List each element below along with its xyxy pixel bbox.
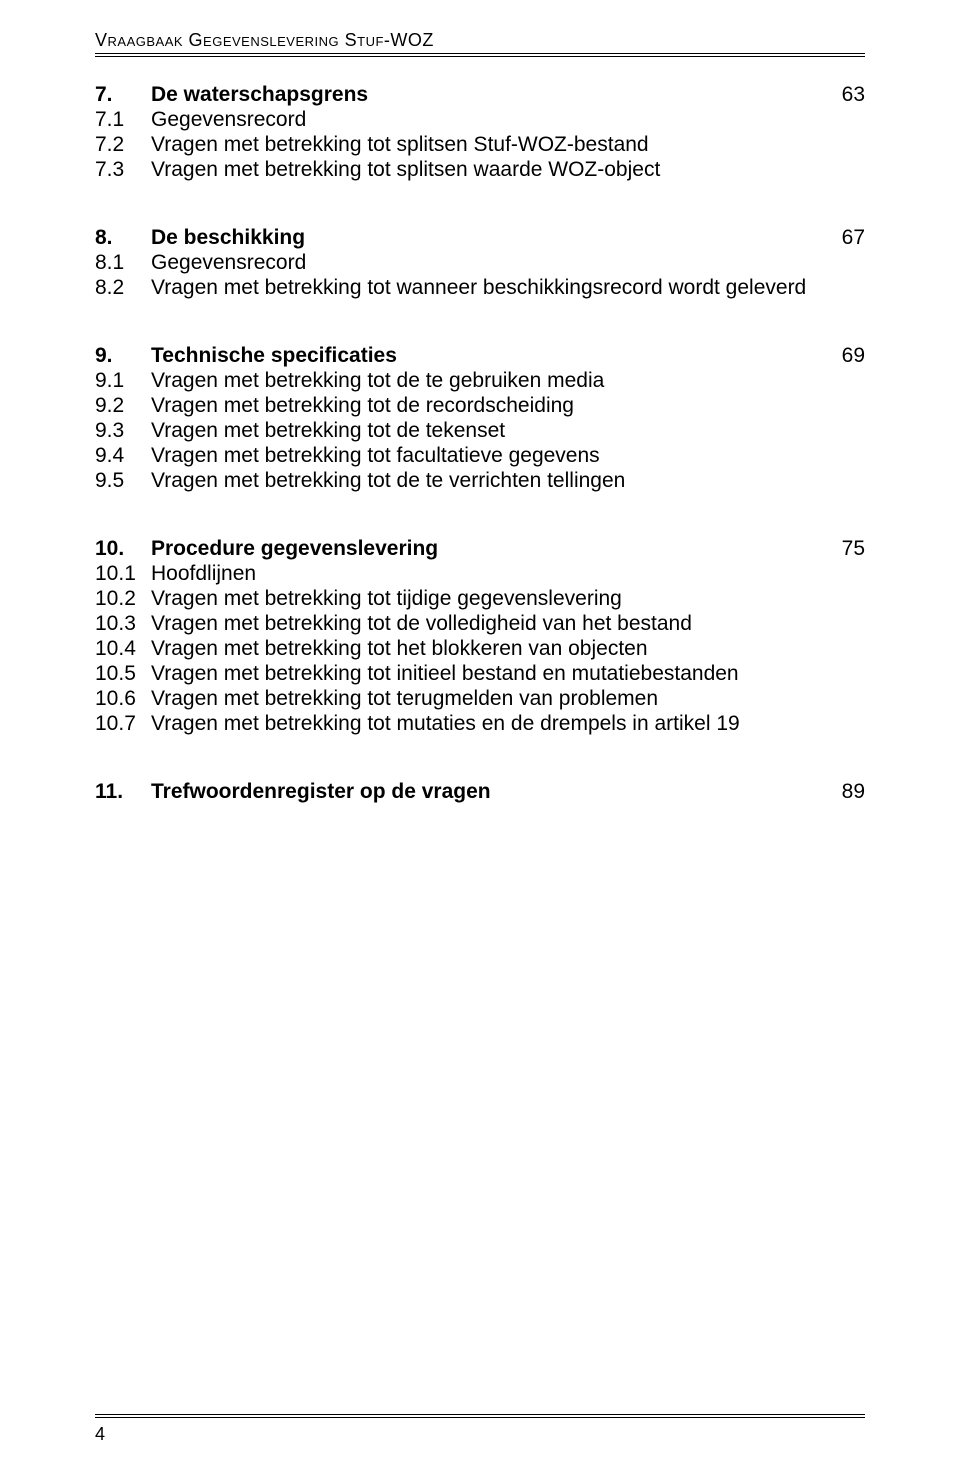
toc-section-page: 67 [825, 226, 865, 250]
toc-section: 11.Trefwoordenregister op de vragen89 [95, 780, 865, 804]
toc-subsection-number: 8.2 [95, 276, 151, 300]
toc-section-page: 75 [825, 537, 865, 561]
toc-subsection-title: Gegevensrecord [151, 251, 865, 275]
toc-section-title: De beschikking [151, 226, 825, 250]
toc-subsection-number: 8.1 [95, 251, 151, 275]
toc-subsection: 10.2Vragen met betrekking tot tijdige ge… [95, 587, 865, 611]
toc-subsection: 7.2Vragen met betrekking tot splitsen St… [95, 133, 865, 157]
toc-subsection-title: Vragen met betrekking tot wanneer beschi… [151, 276, 865, 300]
toc-section-number: 7. [95, 83, 151, 107]
toc-section-number: 9. [95, 344, 151, 368]
toc-subsection: 8.2Vragen met betrekking tot wanneer bes… [95, 276, 865, 300]
toc-subsection-title: Vragen met betrekking tot de te gebruike… [151, 369, 865, 393]
toc-subsection-number: 9.3 [95, 419, 151, 443]
toc-section: 7.De waterschapsgrens637.1Gegevensrecord… [95, 83, 865, 182]
toc-subsection-number: 7.2 [95, 133, 151, 157]
toc-subsection: 10.1Hoofdlijnen [95, 562, 865, 586]
toc-subsection: 9.5Vragen met betrekking tot de te verri… [95, 469, 865, 493]
toc-subsection-title: Vragen met betrekking tot het blokkeren … [151, 637, 865, 661]
toc-section-heading: 9.Technische specificaties69 [95, 344, 865, 368]
toc-subsection-title: Vragen met betrekking tot facultatieve g… [151, 444, 865, 468]
header-title: Vraagbaak Gegevenslevering Stuf-WOZ [95, 30, 865, 51]
toc-subsection: 7.3Vragen met betrekking tot splitsen wa… [95, 158, 865, 182]
toc-subsection-title: Vragen met betrekking tot de recordschei… [151, 394, 865, 418]
table-of-contents: 7.De waterschapsgrens637.1Gegevensrecord… [95, 83, 865, 804]
toc-subsection-number: 9.2 [95, 394, 151, 418]
toc-subsection: 9.4Vragen met betrekking tot facultatiev… [95, 444, 865, 468]
footer-rule-1 [95, 1414, 865, 1415]
toc-section-heading: 8.De beschikking67 [95, 226, 865, 250]
toc-section-title: De waterschapsgrens [151, 83, 825, 107]
toc-section-number: 8. [95, 226, 151, 250]
toc-section-title: Procedure gegevenslevering [151, 537, 825, 561]
toc-subsection-number: 9.1 [95, 369, 151, 393]
toc-subsection-title: Vragen met betrekking tot splitsen waard… [151, 158, 865, 182]
toc-subsection-title: Vragen met betrekking tot terugmelden va… [151, 687, 865, 711]
toc-section: 9.Technische specificaties699.1Vragen me… [95, 344, 865, 493]
toc-subsection-number: 9.4 [95, 444, 151, 468]
toc-subsection: 9.2Vragen met betrekking tot de recordsc… [95, 394, 865, 418]
toc-subsection-title: Hoofdlijnen [151, 562, 865, 586]
toc-section-heading: 11.Trefwoordenregister op de vragen89 [95, 780, 865, 804]
toc-subsection-title: Vragen met betrekking tot tijdige gegeve… [151, 587, 865, 611]
toc-subsection-number: 9.5 [95, 469, 151, 493]
toc-section-page: 89 [825, 780, 865, 804]
toc-subsection-title: Vragen met betrekking tot de te verricht… [151, 469, 865, 493]
toc-section-heading: 7.De waterschapsgrens63 [95, 83, 865, 107]
footer-rule-2 [95, 1417, 865, 1418]
toc-section-number: 11. [95, 780, 151, 804]
toc-subsection: 9.1Vragen met betrekking tot de te gebru… [95, 369, 865, 393]
toc-section-title: Trefwoordenregister op de vragen [151, 780, 825, 804]
toc-section-page: 63 [825, 83, 865, 107]
toc-subsection-number: 10.6 [95, 687, 151, 711]
toc-section-number: 10. [95, 537, 151, 561]
toc-subsection: 8.1Gegevensrecord [95, 251, 865, 275]
toc-subsection-number: 10.5 [95, 662, 151, 686]
header-rule-1 [95, 53, 865, 54]
toc-section-heading: 10.Procedure gegevenslevering75 [95, 537, 865, 561]
toc-subsection-title: Gegevensrecord [151, 108, 865, 132]
toc-subsection-number: 7.1 [95, 108, 151, 132]
document-page: Vraagbaak Gegevenslevering Stuf-WOZ 7.De… [0, 0, 960, 1473]
toc-section-page: 69 [825, 344, 865, 368]
toc-subsection-number: 10.2 [95, 587, 151, 611]
toc-subsection: 10.3Vragen met betrekking tot de volledi… [95, 612, 865, 636]
toc-subsection-title: Vragen met betrekking tot splitsen Stuf-… [151, 133, 865, 157]
toc-subsection-number: 10.4 [95, 637, 151, 661]
page-number: 4 [95, 1424, 865, 1445]
toc-subsection: 9.3Vragen met betrekking tot de tekenset [95, 419, 865, 443]
toc-subsection-number: 10.1 [95, 562, 151, 586]
toc-section: 8.De beschikking678.1Gegevensrecord8.2Vr… [95, 226, 865, 300]
toc-subsection-number: 10.7 [95, 712, 151, 736]
page-footer: 4 [95, 1414, 865, 1445]
toc-subsection-number: 10.3 [95, 612, 151, 636]
toc-subsection-title: Vragen met betrekking tot initieel besta… [151, 662, 865, 686]
toc-subsection: 10.5Vragen met betrekking tot initieel b… [95, 662, 865, 686]
toc-subsection-number: 7.3 [95, 158, 151, 182]
toc-section-title: Technische specificaties [151, 344, 825, 368]
toc-subsection: 10.7Vragen met betrekking tot mutaties e… [95, 712, 865, 736]
header-rule-2 [95, 56, 865, 57]
toc-subsection: 7.1Gegevensrecord [95, 108, 865, 132]
toc-subsection-title: Vragen met betrekking tot de volledighei… [151, 612, 865, 636]
toc-subsection-title: Vragen met betrekking tot mutaties en de… [151, 712, 865, 736]
toc-subsection: 10.6Vragen met betrekking tot terugmelde… [95, 687, 865, 711]
toc-section: 10.Procedure gegevenslevering7510.1Hoofd… [95, 537, 865, 736]
toc-subsection: 10.4Vragen met betrekking tot het blokke… [95, 637, 865, 661]
toc-subsection-title: Vragen met betrekking tot de tekenset [151, 419, 865, 443]
